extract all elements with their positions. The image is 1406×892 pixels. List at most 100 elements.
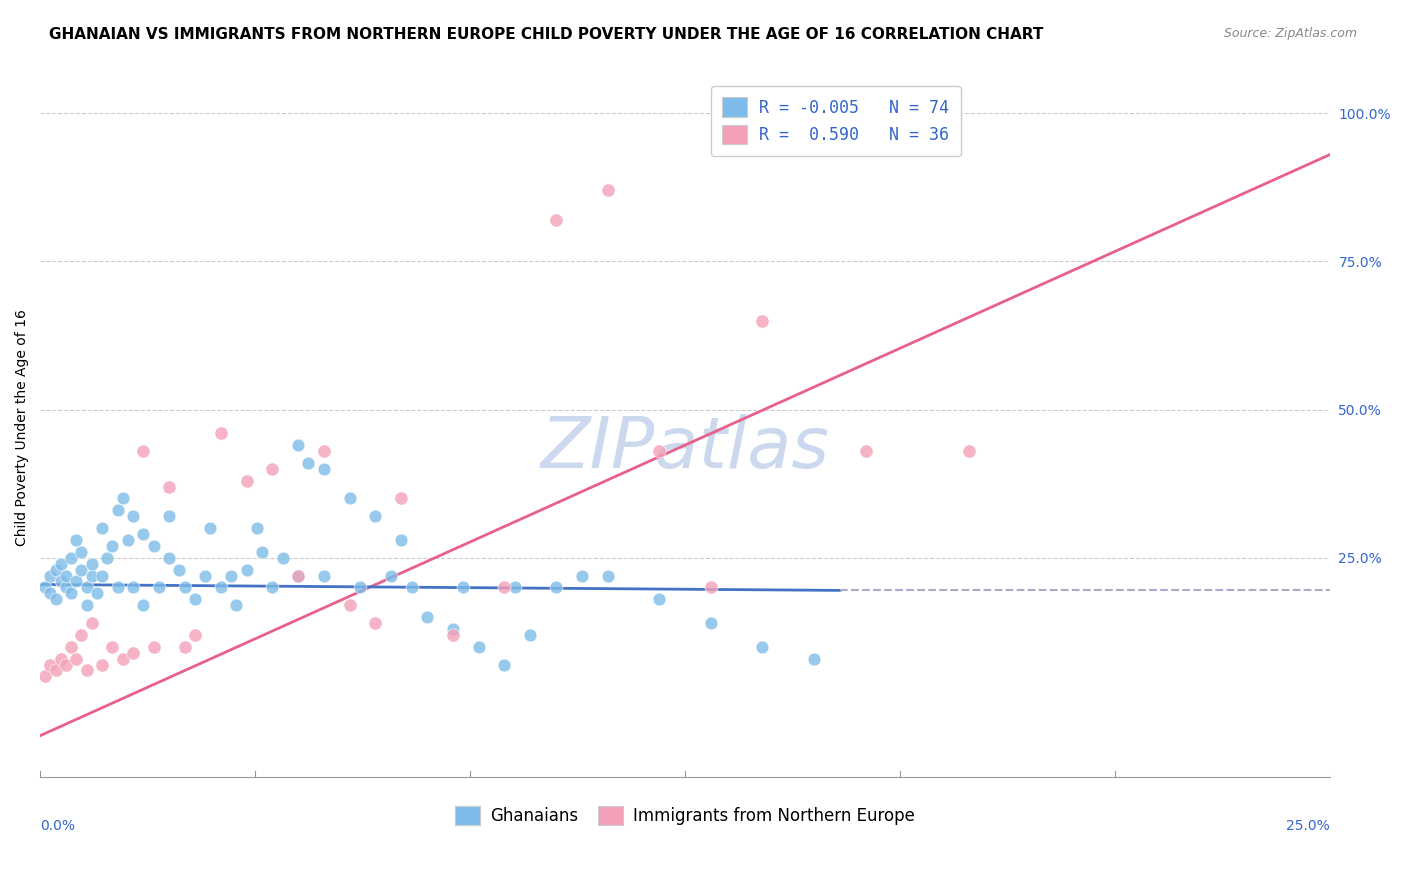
Point <box>76 664 98 678</box>
Point <box>339 491 361 506</box>
Point <box>441 628 464 642</box>
Point <box>60 640 83 654</box>
Point <box>49 651 72 665</box>
Point <box>519 628 541 642</box>
Point <box>132 527 155 541</box>
Point <box>173 640 195 654</box>
Point <box>194 568 217 582</box>
Point <box>648 444 671 458</box>
Point <box>200 521 222 535</box>
Point <box>596 568 619 582</box>
Point <box>503 581 526 595</box>
Point <box>312 568 335 582</box>
Point <box>235 563 257 577</box>
Point <box>494 657 516 672</box>
Point <box>49 574 72 589</box>
Point <box>235 474 257 488</box>
Text: GHANAIAN VS IMMIGRANTS FROM NORTHERN EUROPE CHILD POVERTY UNDER THE AGE OF 16 CO: GHANAIAN VS IMMIGRANTS FROM NORTHERN EUR… <box>49 27 1043 42</box>
Point <box>855 444 877 458</box>
Point <box>287 568 309 582</box>
Point <box>250 545 273 559</box>
Point <box>380 568 402 582</box>
Point <box>111 651 134 665</box>
Point <box>39 568 62 582</box>
Point <box>287 438 309 452</box>
Point <box>80 568 103 582</box>
Point <box>117 533 139 547</box>
Point <box>451 581 474 595</box>
Point <box>389 533 412 547</box>
Point <box>39 657 62 672</box>
Point <box>700 615 723 630</box>
Point <box>184 592 207 607</box>
Point <box>91 657 114 672</box>
Point <box>111 491 134 506</box>
Point <box>45 664 67 678</box>
Point <box>80 615 103 630</box>
Point <box>648 592 671 607</box>
Point <box>76 581 98 595</box>
Point <box>700 581 723 595</box>
Point <box>55 581 77 595</box>
Point <box>246 521 269 535</box>
Point <box>142 539 165 553</box>
Point <box>70 545 93 559</box>
Point <box>157 480 180 494</box>
Point <box>101 640 124 654</box>
Point <box>86 586 108 600</box>
Point <box>416 610 439 624</box>
Point <box>803 651 825 665</box>
Point <box>571 568 593 582</box>
Text: Source: ZipAtlas.com: Source: ZipAtlas.com <box>1223 27 1357 40</box>
Y-axis label: Child Poverty Under the Age of 16: Child Poverty Under the Age of 16 <box>15 309 30 546</box>
Point <box>80 557 103 571</box>
Point <box>122 646 145 660</box>
Point <box>262 462 284 476</box>
Point <box>312 462 335 476</box>
Point <box>262 581 284 595</box>
Point <box>91 568 114 582</box>
Point <box>65 533 87 547</box>
Point <box>39 586 62 600</box>
Point <box>107 503 129 517</box>
Point <box>287 568 309 582</box>
Point <box>271 550 294 565</box>
Point <box>441 622 464 636</box>
Point <box>364 509 387 524</box>
Point <box>65 651 87 665</box>
Point <box>60 586 83 600</box>
Point <box>751 640 773 654</box>
Point <box>157 509 180 524</box>
Point <box>312 444 335 458</box>
Point <box>546 581 568 595</box>
Point <box>34 669 56 683</box>
Point <box>122 581 145 595</box>
Point <box>70 563 93 577</box>
Point <box>34 581 56 595</box>
Point <box>101 539 124 553</box>
Point <box>209 581 232 595</box>
Point <box>96 550 118 565</box>
Point <box>49 557 72 571</box>
Point <box>957 444 980 458</box>
Legend: Ghanaians, Immigrants from Northern Europe: Ghanaians, Immigrants from Northern Euro… <box>449 799 922 832</box>
Point <box>546 212 568 227</box>
Point <box>467 640 489 654</box>
Point <box>225 598 247 612</box>
Point <box>76 598 98 612</box>
Point <box>173 581 195 595</box>
Point <box>122 509 145 524</box>
Point <box>91 521 114 535</box>
Point <box>169 563 191 577</box>
Point <box>751 313 773 327</box>
Point <box>389 491 412 506</box>
Point <box>142 640 165 654</box>
Point <box>132 598 155 612</box>
Text: ZIPatlas: ZIPatlas <box>540 414 830 483</box>
Point <box>55 657 77 672</box>
Point <box>55 568 77 582</box>
Point <box>132 444 155 458</box>
Point <box>148 581 170 595</box>
Point <box>45 563 67 577</box>
Point <box>401 581 423 595</box>
